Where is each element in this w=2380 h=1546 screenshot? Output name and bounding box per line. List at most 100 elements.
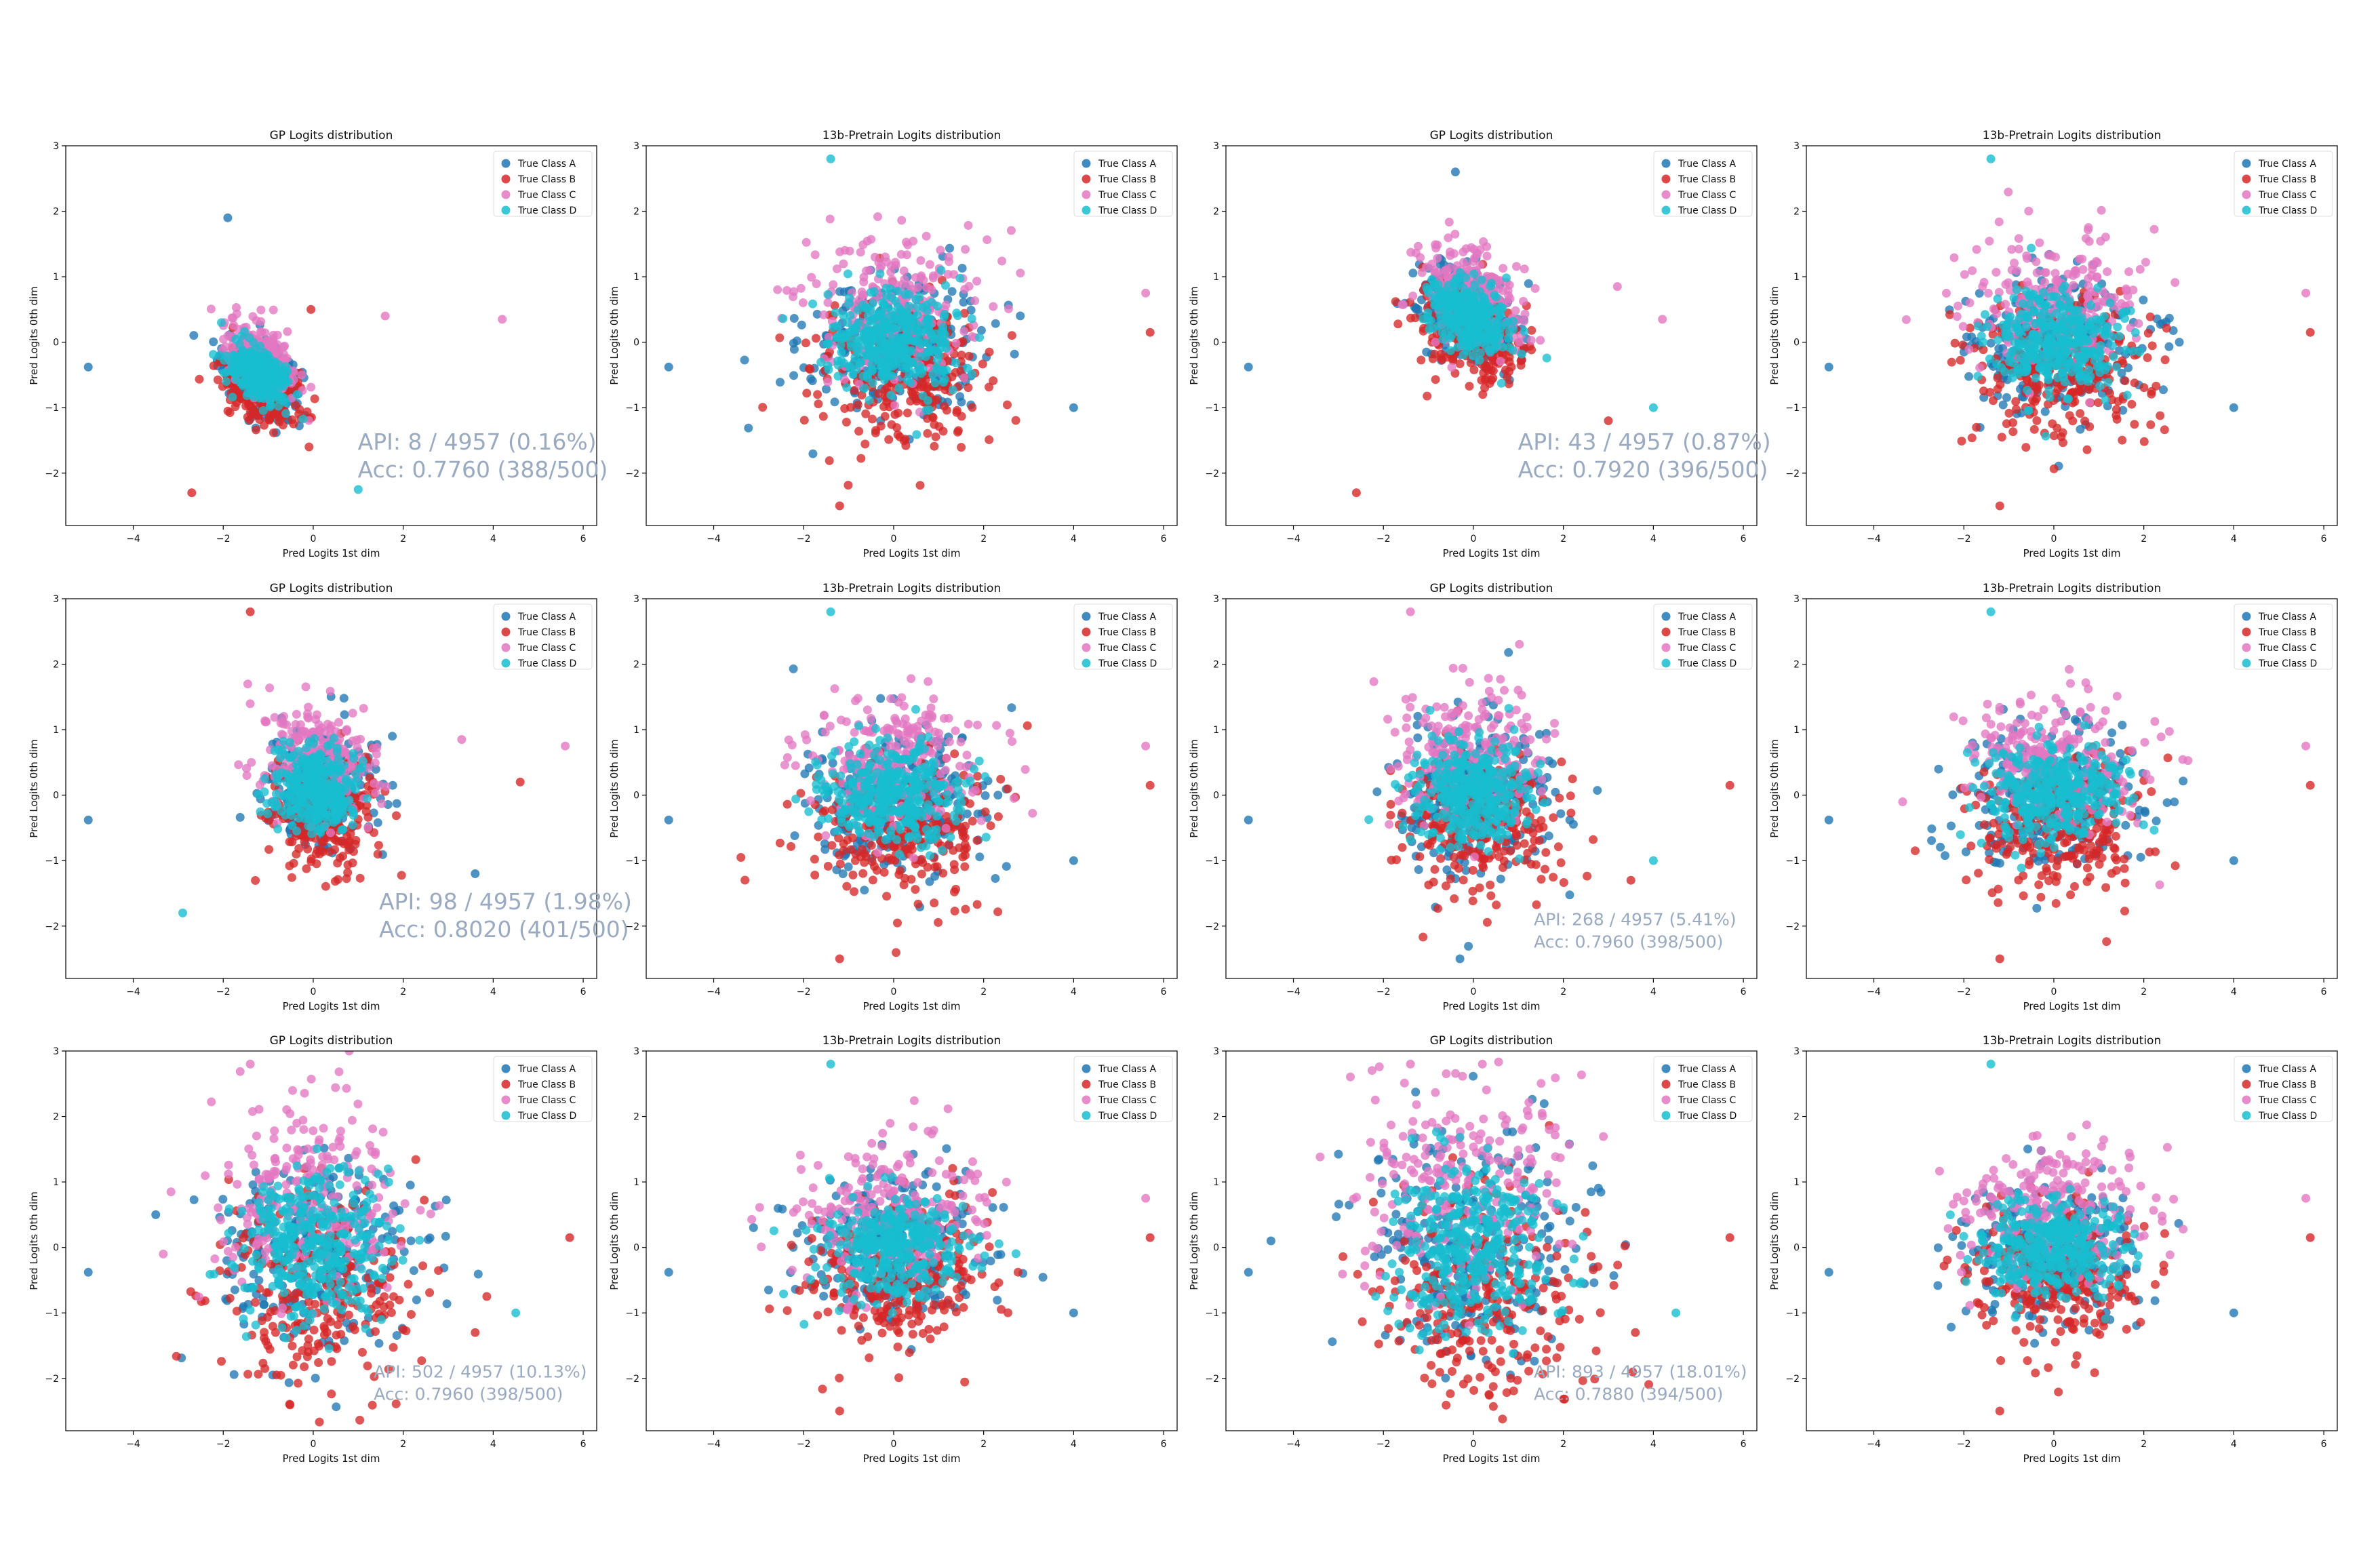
point-outlier: [826, 154, 835, 163]
annotation-text: API: 43 / 4957 (0.87%): [1518, 429, 1771, 455]
point-class-b: [1997, 433, 2006, 442]
point-class-a: [2164, 342, 2174, 351]
legend-marker: [2242, 190, 2251, 199]
point-class-b: [919, 382, 928, 392]
point-class-d: [1466, 298, 1475, 307]
point-class-d: [1468, 351, 1477, 361]
point-class-b: [915, 481, 925, 490]
point-class-d: [913, 302, 922, 311]
point-class-d: [228, 393, 237, 402]
point-class-b: [923, 414, 932, 423]
point-class-d: [2099, 312, 2109, 321]
point-class-d: [839, 311, 848, 320]
point-class-b: [2143, 328, 2153, 338]
point-class-c: [1004, 304, 1013, 313]
point-class-c: [941, 300, 951, 310]
point-class-c: [2004, 187, 2013, 197]
legend-label: True Class D: [1678, 205, 1737, 216]
point-class-d: [925, 347, 934, 357]
point-class-d: [1475, 355, 1484, 365]
point-class-d: [2067, 368, 2076, 376]
point-class-a: [1998, 400, 2008, 410]
point-class-b: [325, 847, 334, 856]
point-class-b: [952, 405, 961, 415]
point-class-b: [931, 432, 940, 441]
point-outlier: [1986, 154, 1996, 163]
y-tick-label: 2: [633, 207, 639, 218]
point-class-d: [936, 266, 946, 275]
y-axis-label: Pred Logits 0th dim: [1768, 286, 1781, 385]
point-class-d: [2035, 349, 2044, 359]
point-class-d: [2010, 338, 2019, 347]
point-class-b: [362, 801, 372, 810]
point-class-c: [796, 283, 806, 293]
point-class-c: [219, 334, 229, 344]
point-class-c: [2078, 265, 2088, 274]
point-class-d: [1445, 334, 1454, 342]
point-class-d: [1466, 314, 1475, 323]
point-class-d: [2069, 308, 2078, 317]
point-class-c: [2041, 268, 2050, 277]
point-class-a: [2002, 393, 2011, 402]
point-class-c: [2001, 300, 2010, 309]
point-class-c: [983, 235, 992, 244]
point-class-d: [1464, 342, 1473, 352]
point-class-d: [2036, 299, 2045, 309]
point-class-c: [1991, 268, 2001, 277]
point-class-a: [373, 818, 382, 827]
point-class-b: [775, 333, 785, 342]
point-class-b: [278, 420, 287, 430]
point-class-c: [1965, 298, 1975, 308]
point-class-d: [259, 348, 269, 357]
point-class-b: [1455, 359, 1465, 368]
point-class-b: [336, 853, 344, 863]
point-class-b: [2008, 427, 2018, 437]
point-class-c: [1985, 237, 1994, 246]
point-class-b: [1979, 345, 1988, 355]
point-class-d: [2038, 319, 2047, 328]
point-class-c: [274, 346, 283, 356]
point-class-c: [1515, 337, 1524, 346]
point-class-b: [2068, 416, 2078, 426]
point-class-d: [219, 368, 229, 378]
point-class-c: [1398, 300, 1408, 309]
point-class-d: [2010, 319, 2020, 329]
point-class-b: [923, 429, 932, 438]
point-outlier: [1658, 315, 1667, 324]
point-class-c: [925, 260, 934, 269]
point-class-d: [1446, 324, 1456, 334]
point-class-d: [2031, 373, 2040, 382]
point-class-d: [298, 414, 308, 424]
legend-marker: [501, 190, 511, 199]
point-class-d: [2012, 285, 2021, 294]
points-layer: [1244, 167, 1667, 498]
point-class-d: [937, 327, 946, 336]
point-class-a: [2117, 368, 2126, 378]
point-class-c: [1416, 253, 1425, 262]
point-class-b: [2156, 411, 2165, 420]
point-class-c: [2124, 267, 2134, 277]
point-class-a: [822, 384, 831, 394]
point-class-d: [875, 342, 885, 352]
y-tick-label: 2: [1793, 207, 1800, 218]
point-class-c: [2040, 277, 2049, 287]
point-class-c: [798, 298, 808, 307]
point-class-c: [1450, 229, 1460, 239]
point-class-b: [2147, 341, 2157, 351]
point-class-d: [2018, 299, 2027, 309]
point-class-b: [1003, 400, 1012, 410]
point-class-b: [894, 408, 903, 418]
point-class-b: [1007, 331, 1016, 340]
point-class-d: [887, 333, 896, 342]
point-class-b: [209, 361, 218, 370]
point-class-d: [2044, 386, 2054, 395]
point-class-b: [1416, 355, 1426, 365]
point-class-c: [2123, 291, 2133, 300]
point-class-b: [1950, 338, 1960, 348]
point-class-d: [1460, 330, 1469, 340]
point-class-d: [2115, 332, 2124, 341]
point-class-b: [2160, 425, 2169, 435]
point-class-b: [2139, 437, 2149, 446]
point-class-d: [281, 409, 291, 418]
